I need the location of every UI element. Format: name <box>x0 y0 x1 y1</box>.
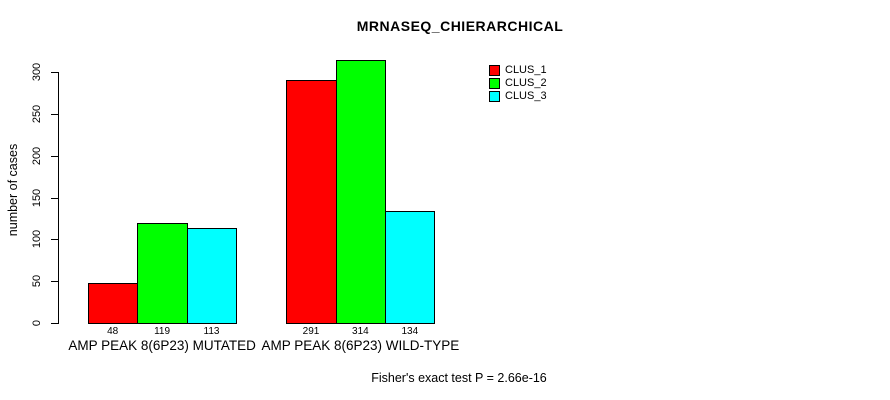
y-tick-label: 150 <box>31 188 43 207</box>
bar-clus_1-group1 <box>88 282 139 324</box>
fisher-test-annotation: Fisher's exact test P = 2.66e-16 <box>371 371 547 385</box>
legend-label: CLUS_3 <box>505 90 547 102</box>
bar-value-label: 113 <box>203 325 220 337</box>
y-axis-label: number of cases <box>6 143 20 237</box>
y-tick <box>51 72 58 73</box>
y-tick-label: 50 <box>31 275 43 288</box>
legend-label: CLUS_2 <box>505 77 547 89</box>
bar-value-label: 291 <box>302 325 320 337</box>
legend-swatch-clus_3 <box>489 91 500 102</box>
y-tick <box>51 281 58 283</box>
y-axis-line <box>58 72 59 324</box>
y-tick <box>51 323 58 324</box>
chart-title: MRNASEQ_CHIERARCHICAL <box>356 18 564 34</box>
bar-value-label: 314 <box>352 325 369 337</box>
bar-clus_3-group2 <box>385 210 436 324</box>
legend-label: CLUS_1 <box>505 64 547 76</box>
y-tick-label: 250 <box>31 104 43 124</box>
y-tick <box>51 197 58 199</box>
legend-swatch-clus_1 <box>489 65 500 76</box>
y-tick-label: 200 <box>31 146 43 165</box>
bar-clus_2-group1 <box>137 223 188 324</box>
bar-value-label: 48 <box>107 325 119 337</box>
y-tick-label: 0 <box>31 319 43 327</box>
category-label: AMP PEAK 8(6P23) MUTATED <box>68 337 256 353</box>
y-tick-label: 100 <box>31 230 43 249</box>
bar-value-label: 119 <box>154 325 171 337</box>
y-tick <box>51 155 58 157</box>
y-tick <box>51 239 58 241</box>
bar-clus_1-group2 <box>286 79 337 324</box>
y-tick-label: 300 <box>31 62 43 82</box>
bar-clus_2-group2 <box>335 60 387 324</box>
legend-swatch-clus_2 <box>489 78 500 89</box>
bar-clus_3-group1 <box>186 228 238 324</box>
y-tick <box>51 113 58 115</box>
category-label: AMP PEAK 8(6P23) WILD-TYPE <box>261 337 460 353</box>
bar-value-label: 134 <box>401 325 419 337</box>
